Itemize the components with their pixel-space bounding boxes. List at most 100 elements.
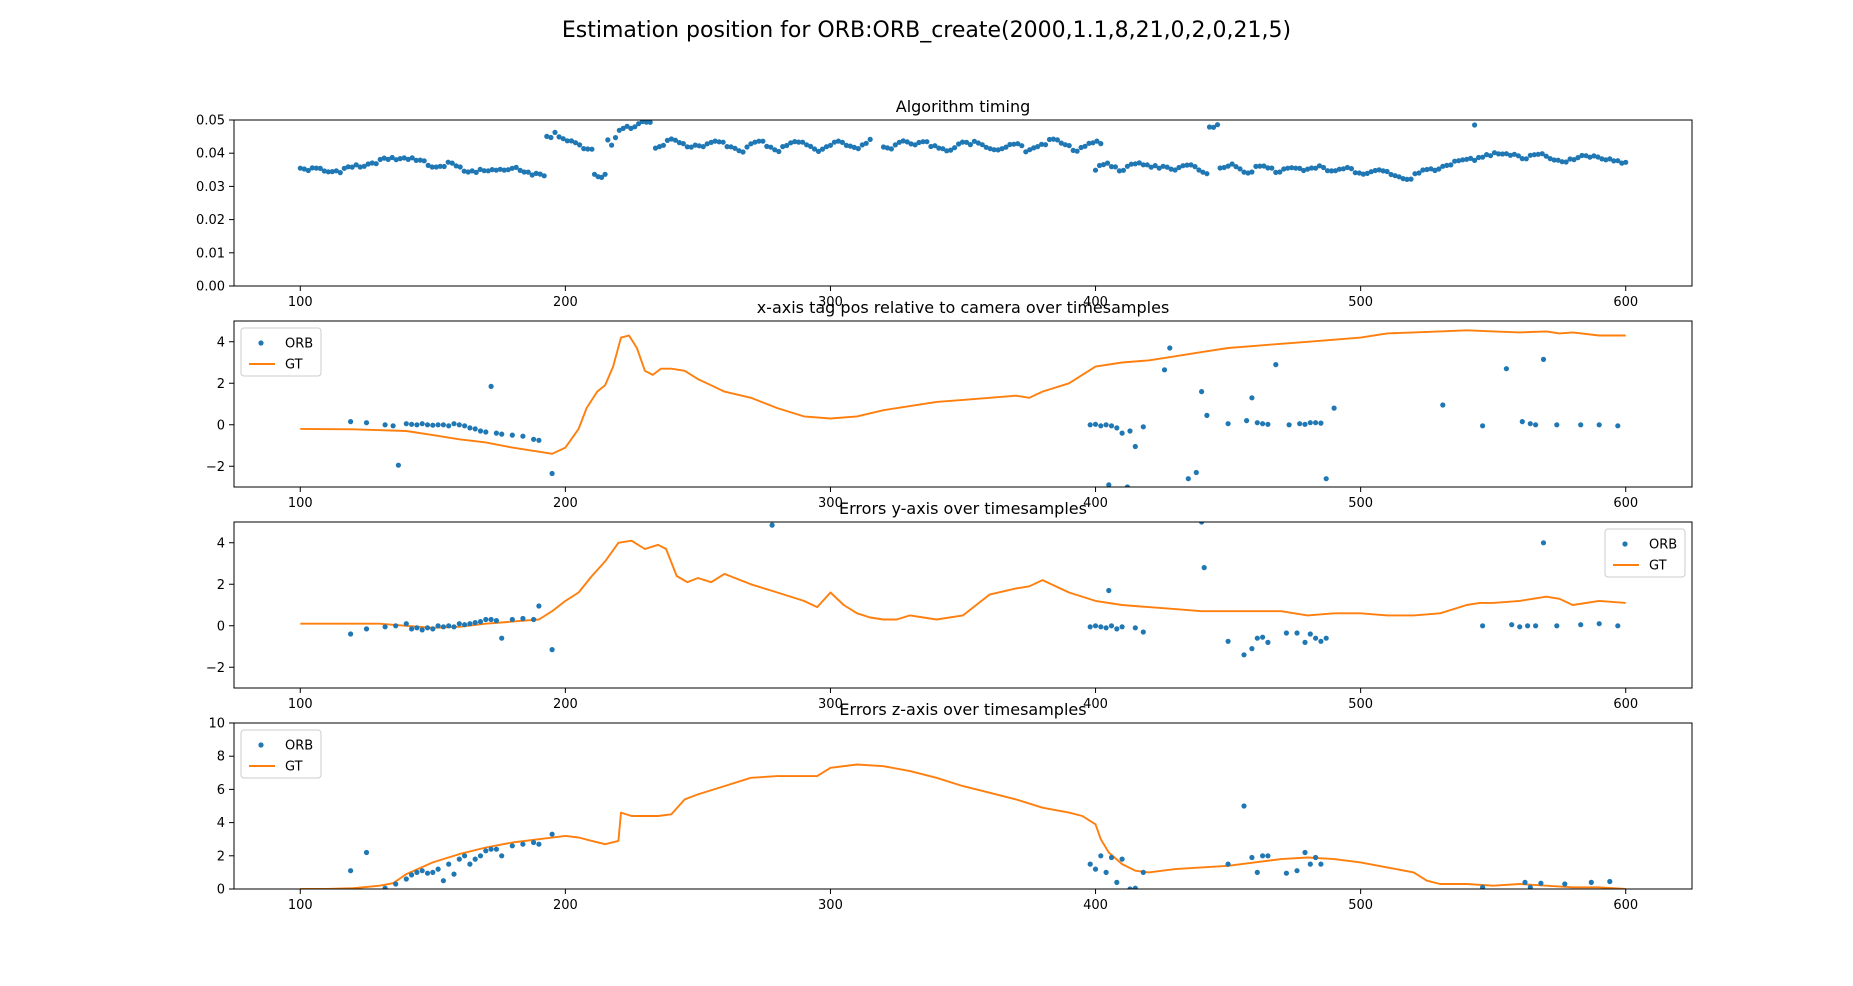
orb-point: [1140, 629, 1146, 635]
orb-point: [560, 136, 566, 142]
orb-point: [979, 142, 985, 148]
orb-point: [451, 421, 457, 427]
orb-point: [520, 841, 526, 847]
orb-point: [1281, 166, 1287, 172]
orb-point: [1404, 176, 1410, 182]
orb-point: [1286, 422, 1292, 428]
orb-point: [728, 144, 734, 150]
orb-point: [769, 522, 775, 528]
gt-line: [300, 329, 1626, 455]
orb-point: [1503, 366, 1509, 372]
orb-point: [529, 172, 535, 178]
orb-point: [796, 139, 802, 145]
orb-point: [465, 169, 471, 175]
y-tick-label: 2: [217, 578, 225, 593]
orb-point: [536, 841, 542, 847]
orb-point: [390, 423, 396, 429]
orb-point: [756, 138, 762, 144]
x-tick-label: 600: [1613, 496, 1638, 511]
orb-point: [924, 139, 930, 145]
orb-point: [1096, 162, 1103, 169]
orb-point: [1388, 171, 1394, 178]
orb-point: [612, 135, 619, 141]
orb-point: [453, 163, 459, 169]
orb-point: [483, 429, 489, 435]
orb-point: [377, 156, 383, 163]
orb-point: [357, 164, 363, 170]
orb-point: [1487, 153, 1494, 159]
plot-area: [300, 329, 1626, 487]
orb-point: [1132, 885, 1138, 889]
orb-point: [446, 423, 452, 429]
orb-point: [1372, 167, 1378, 174]
orb-point: [297, 165, 303, 171]
x-tick-label: 100: [288, 295, 313, 310]
orb-point: [1265, 853, 1271, 859]
orb-point: [1307, 861, 1313, 867]
orb-point: [345, 164, 351, 170]
orb-point: [1136, 160, 1142, 166]
orb-point: [967, 142, 974, 148]
orb-point: [309, 165, 315, 171]
orb-point: [457, 164, 463, 170]
orb-point: [382, 885, 388, 889]
orb-point: [1148, 164, 1154, 170]
y-tick-label: 6: [217, 783, 225, 798]
orb-point: [1277, 169, 1283, 175]
x-tick-label: 500: [1348, 496, 1373, 511]
orb-point: [363, 626, 370, 632]
orb-point: [365, 161, 371, 167]
orb-point: [1313, 420, 1319, 426]
orb-point: [393, 881, 399, 887]
orb-point: [1184, 162, 1190, 168]
legend-marker-orb: [1622, 541, 1628, 547]
orb-point: [467, 621, 473, 627]
axes-frame: [233, 722, 1693, 890]
orb-point: [430, 422, 436, 428]
x-tick-label: 200: [553, 898, 578, 913]
orb-point: [585, 146, 591, 152]
legend: ORB GT: [240, 729, 322, 779]
orb-point: [1293, 165, 1299, 171]
orb-point: [884, 145, 891, 151]
orb-point: [808, 143, 814, 149]
orb-point: [999, 146, 1005, 152]
orb-point: [1261, 163, 1267, 169]
orb-point: [880, 144, 887, 150]
orb-point: [1328, 168, 1335, 174]
orb-point: [700, 144, 706, 150]
orb-point: [403, 421, 409, 427]
orb-point: [1515, 153, 1521, 159]
orb-point: [1019, 143, 1025, 149]
orb-point: [1132, 443, 1138, 450]
orb-point: [636, 121, 642, 127]
y-tick-label: 0: [217, 418, 225, 433]
orb-point: [544, 133, 550, 139]
orb-point: [1562, 881, 1568, 887]
orb-point: [456, 422, 462, 428]
orb-point: [724, 144, 730, 150]
orb-point: [1265, 639, 1271, 646]
orb-point: [940, 146, 946, 152]
orb-point: [1318, 420, 1324, 426]
orb-point: [1119, 856, 1125, 862]
orb-point: [1551, 157, 1557, 163]
orb-point: [684, 144, 690, 150]
orb-point: [1140, 424, 1146, 430]
orb-point: [305, 167, 311, 174]
orb-point: [1241, 803, 1247, 809]
orb-point: [1517, 624, 1523, 630]
orb-point: [1615, 623, 1621, 629]
orb-point: [1554, 422, 1560, 428]
orb-point: [639, 120, 646, 125]
orb-point: [1070, 147, 1076, 153]
orb-point: [1603, 157, 1609, 163]
orb-point: [1132, 161, 1138, 167]
orb-point: [537, 171, 543, 177]
orb-point: [548, 134, 554, 141]
orb-point: [472, 856, 478, 862]
orb-point: [1533, 623, 1539, 629]
orb-point: [1578, 422, 1584, 428]
orb-point: [768, 144, 774, 150]
orb-point: [716, 139, 722, 145]
